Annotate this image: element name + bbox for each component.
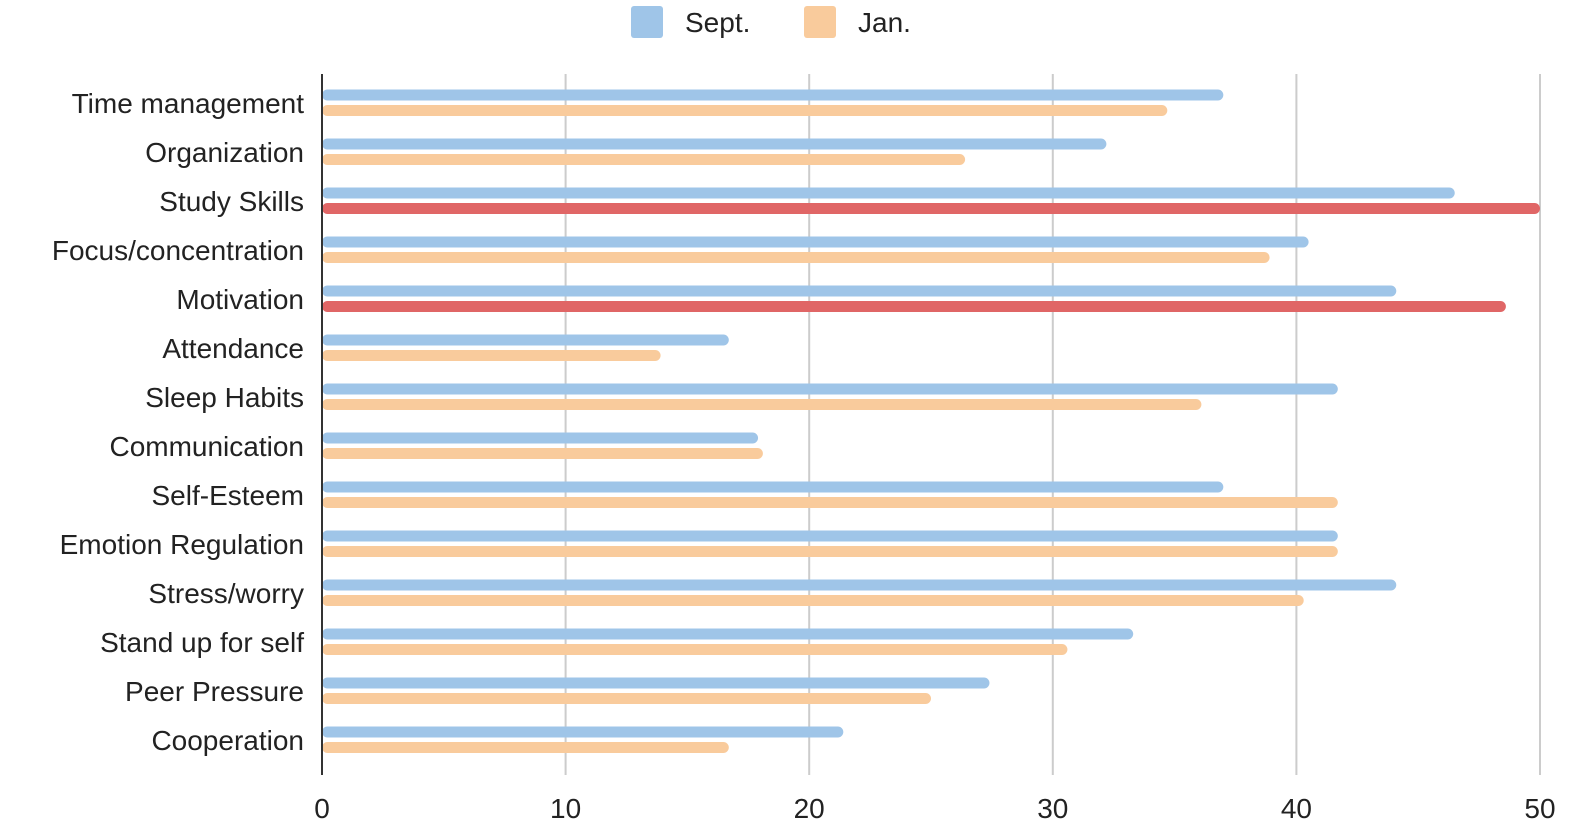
bar-jan-attendance	[322, 350, 661, 361]
bar-jan-focus-concentration	[322, 252, 1270, 263]
category-label-organization: Organization	[145, 137, 304, 168]
legend-swatch-jan	[804, 6, 836, 38]
x-tick-label-0: 0	[314, 793, 330, 824]
bar-sept-emotion-regulation	[322, 530, 1338, 542]
bar-sept-motivation	[322, 285, 1397, 297]
legend-label-jan: Jan.	[858, 7, 911, 38]
bars	[322, 89, 1540, 753]
x-tick-label-10: 10	[550, 793, 581, 824]
bar-jan-stress-worry	[322, 595, 1304, 606]
category-label-focus-concentration: Focus/concentration	[52, 235, 304, 266]
bar-jan-organization	[322, 154, 966, 165]
bar-jan-stand-up-for-self	[322, 644, 1068, 655]
category-label-attendance: Attendance	[162, 333, 304, 364]
legend-label-sept: Sept.	[685, 7, 750, 38]
category-label-emotion-regulation: Emotion Regulation	[60, 529, 304, 560]
category-label-stress-worry: Stress/worry	[148, 578, 304, 609]
bar-jan-communication	[322, 448, 763, 459]
category-labels: Time management Organization Study Skills F…	[52, 88, 304, 756]
bar-jan-cooperation	[322, 742, 729, 753]
category-label-time-management: Time management	[72, 88, 305, 119]
bar-sept-stand-up-for-self	[322, 628, 1134, 640]
legend: Sept. Jan.	[631, 6, 911, 38]
bar-sept-study-skills	[322, 187, 1455, 199]
gridlines	[564, 74, 1541, 775]
bar-sept-cooperation	[322, 726, 844, 738]
category-label-motivation: Motivation	[176, 284, 304, 315]
bar-sept-focus-concentration	[322, 236, 1309, 248]
bar-jan-sleep-habits	[322, 399, 1202, 410]
x-tick-label-30: 30	[1037, 793, 1068, 824]
bar-jan-emotion-regulation	[322, 546, 1338, 557]
bar-sept-organization	[322, 138, 1107, 150]
bar-jan-time-management	[322, 105, 1168, 116]
category-label-cooperation: Cooperation	[151, 725, 304, 756]
category-label-peer-pressure: Peer Pressure	[125, 676, 304, 707]
bar-jan-study-skills	[322, 203, 1540, 214]
bar-sept-peer-pressure	[322, 677, 990, 689]
x-tick-label-40: 40	[1281, 793, 1312, 824]
category-label-stand-up-for-self: Stand up for self	[100, 627, 304, 658]
bar-sept-time-management	[322, 89, 1224, 101]
x-tick-label-50: 50	[1524, 793, 1555, 824]
x-tick-label-20: 20	[794, 793, 825, 824]
bar-sept-stress-worry	[322, 579, 1397, 591]
bar-jan-peer-pressure	[322, 693, 931, 704]
category-label-communication: Communication	[109, 431, 304, 462]
bar-jan-self-esteem	[322, 497, 1338, 508]
bar-sept-self-esteem	[322, 481, 1224, 493]
x-tick-labels: 0 10 20 30 40 50	[314, 793, 1555, 824]
bar-sept-attendance	[322, 334, 729, 346]
category-label-sleep-habits: Sleep Habits	[145, 382, 304, 413]
category-label-self-esteem: Self-Esteem	[152, 480, 305, 511]
bar-jan-motivation	[322, 301, 1506, 312]
category-label-study-skills: Study Skills	[159, 186, 304, 217]
legend-swatch-sept	[631, 6, 663, 38]
bar-sept-communication	[322, 432, 759, 444]
bar-sept-sleep-habits	[322, 383, 1338, 395]
